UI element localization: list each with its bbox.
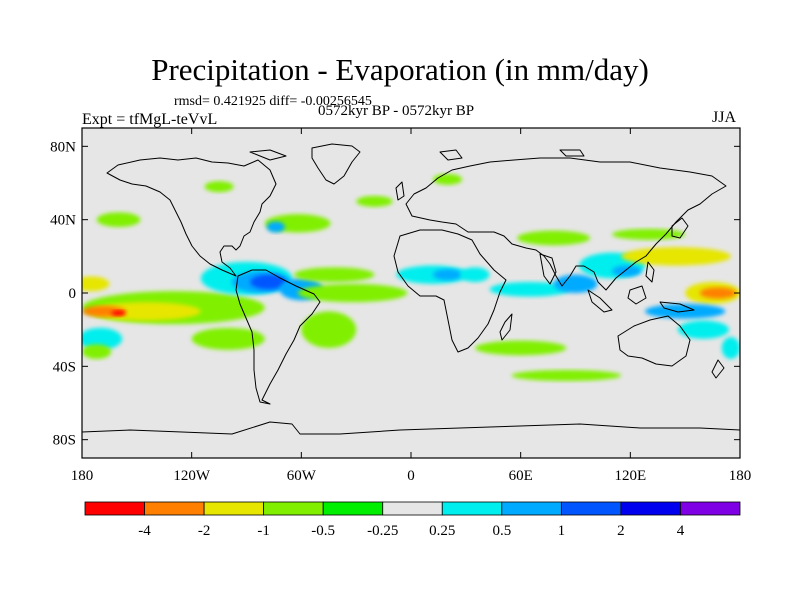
colorbar-label: 4 [677, 523, 685, 539]
field-patch [474, 340, 567, 356]
coastline-philippines [645, 261, 655, 283]
field-patch [82, 327, 123, 350]
field-patch [432, 173, 463, 185]
colorbar: -4 -2 -1 -0.5 -0.25 0.25 0.5 1 2 4 [84, 501, 741, 539]
coastline-north-america [106, 157, 277, 277]
field-patch [297, 283, 408, 303]
colorbar-swatch [382, 501, 443, 516]
field-patch [489, 282, 571, 297]
coastline-new-guinea [659, 301, 695, 313]
colorbar-label: 0.5 [492, 523, 511, 539]
field-patch [204, 181, 234, 193]
axis-ticks: 180 120W 60W 0 60E 120E 180 80N 40N 0 40S 80S [50, 128, 751, 484]
lat-tick-label: 0 [69, 286, 77, 302]
lon-tick-label: 60E [509, 468, 533, 484]
season-label: JJA [712, 109, 737, 126]
coastline-antarctica [82, 421, 740, 435]
colorbar-swatch [84, 501, 145, 516]
colorbar-label: -2 [198, 523, 211, 539]
coastline-new-zealand [711, 359, 725, 379]
field-patch [432, 269, 463, 281]
field-layer [82, 173, 740, 381]
coastline-south-america [235, 269, 321, 405]
field-patch [677, 320, 730, 339]
lat-tick-label: 40S [53, 359, 76, 375]
colorbar-label: 0.25 [429, 523, 455, 539]
coastline-japan [671, 217, 689, 239]
field-patch [266, 221, 285, 233]
coastline-britain [395, 181, 405, 201]
colorbar-label: 2 [617, 523, 625, 539]
colorbar-label: -0.25 [367, 523, 398, 539]
colorbar-swatch [322, 501, 384, 516]
coastline-india [539, 253, 557, 285]
field-patch [191, 327, 265, 350]
field-patch [91, 302, 201, 321]
coastline-australia [617, 315, 691, 367]
stats-line: rmsd= 0.421925 diff= -0.00256545 [174, 94, 372, 109]
field-patch [721, 337, 740, 359]
field-patch [511, 370, 622, 381]
field-patch [460, 267, 490, 282]
coastlines [82, 143, 740, 435]
colorbar-label: -4 [138, 523, 151, 539]
colorbar-label: -0.5 [311, 523, 335, 539]
colorbar-label: -1 [257, 523, 270, 539]
field-patch [356, 195, 393, 207]
lat-tick-label: 40N [50, 213, 76, 229]
coastline-greenland [311, 143, 361, 185]
lon-tick-label: 60W [287, 468, 317, 484]
field-patch [111, 310, 126, 316]
field-patch [699, 287, 737, 299]
colorbar-swatch [263, 501, 324, 516]
field-patch [96, 212, 141, 228]
coastline-africa [393, 229, 507, 353]
field-patch [82, 344, 112, 359]
lon-tick-label: 0 [407, 468, 415, 484]
coastline-sumatra [587, 289, 613, 313]
coastline-borneo [627, 285, 647, 305]
field-patch [250, 274, 287, 290]
colorbar-swatch [441, 501, 503, 516]
field-patch [621, 247, 731, 266]
field-patch [517, 230, 591, 246]
experiment-label: Expt = tfMgL-teVvL [82, 111, 218, 128]
lon-tick-label: 180 [71, 468, 94, 484]
field-patch [294, 267, 375, 282]
colorbar-swatch [144, 501, 205, 516]
coastline-madagascar [499, 313, 513, 341]
period-label: 0572kyr BP - 0572kyr BP [318, 103, 475, 119]
field-patch [301, 311, 357, 348]
field-patch [553, 274, 598, 294]
colorbar-swatch [680, 501, 741, 516]
field-patch [612, 228, 686, 240]
lat-tick-label: 80N [50, 139, 76, 155]
colorbar-swatch [203, 501, 265, 516]
colorbar-swatch [620, 501, 681, 516]
lat-tick-label: 80S [53, 433, 76, 449]
coastline-arctic-islands [249, 149, 585, 161]
colorbar-swatch [560, 501, 622, 516]
figure-title: Precipitation - Evaporation (in mm/day) [151, 52, 649, 87]
lon-tick-label: 120W [173, 468, 211, 484]
colorbar-swatch [501, 501, 562, 516]
lon-tick-label: 180 [729, 468, 752, 484]
field-patch [612, 265, 642, 277]
coastline-eurasia [405, 157, 727, 291]
colorbar-label: 1 [558, 523, 566, 539]
lon-tick-label: 120E [614, 468, 646, 484]
field-patch [82, 276, 110, 292]
